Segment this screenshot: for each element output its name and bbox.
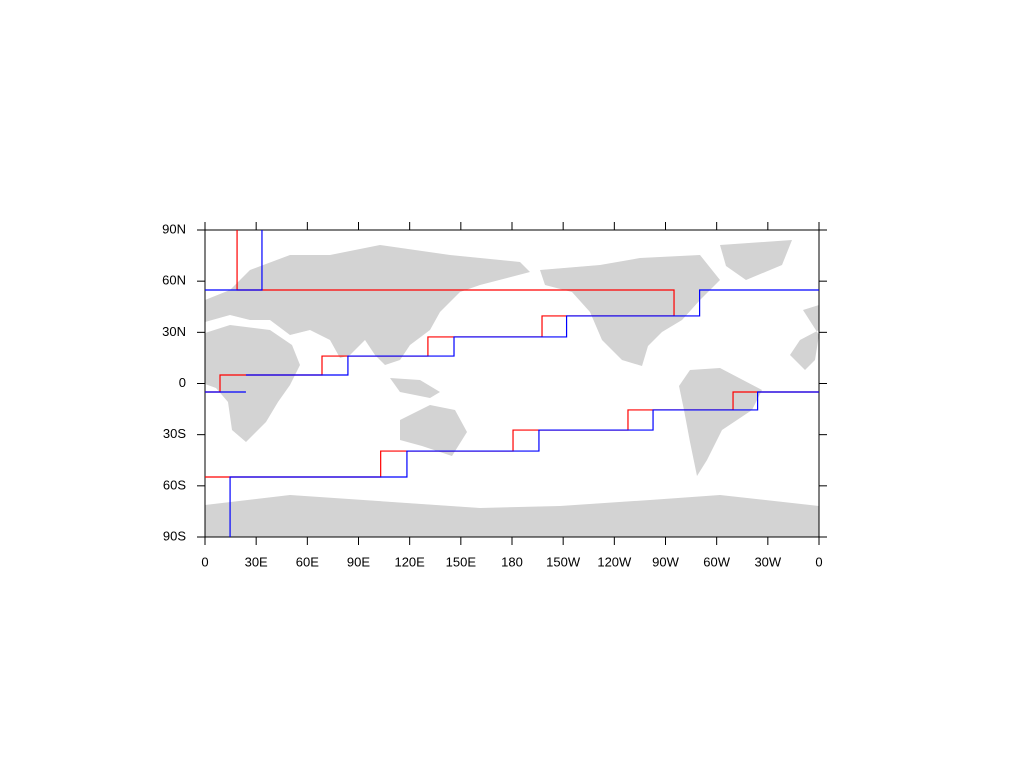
north-america: [540, 255, 720, 366]
x-tick-label: 30W: [754, 554, 781, 569]
region-boundary: [205, 230, 263, 291]
x-tick-label: 30E: [245, 554, 268, 569]
region-boundary: [205, 230, 675, 393]
y-tick-label: 60N: [162, 273, 186, 288]
region-boundary: [229, 391, 819, 537]
x-tick-label: 0: [815, 554, 822, 569]
y-tick-label: 30N: [162, 324, 186, 339]
x-tick-label: 0: [201, 554, 208, 569]
x-tick-label: 60E: [296, 554, 319, 569]
continents: [205, 240, 819, 537]
x-tick-label: 60W: [703, 554, 730, 569]
australia: [400, 405, 467, 456]
x-tick-label: 90E: [347, 554, 370, 569]
x-tick-label: 150E: [446, 554, 477, 569]
greenland: [720, 240, 792, 280]
eurasia: [205, 245, 530, 365]
region-boundary: [245, 289, 819, 376]
x-tick-label: 180: [501, 554, 523, 569]
south-america: [679, 368, 762, 476]
y-tick-label: 0: [179, 375, 186, 390]
x-tick-label: 90W: [652, 554, 679, 569]
antarctica: [205, 495, 819, 537]
x-tick-label: 120W: [597, 554, 632, 569]
africa: [205, 325, 300, 442]
x-tick-label: 120E: [394, 554, 425, 569]
x-tick-label: 150W: [546, 554, 581, 569]
y-tick-label: 60S: [163, 477, 186, 492]
europe-west: [790, 305, 819, 370]
y-tick-label: 30S: [163, 426, 186, 441]
y-tick-label: 90S: [163, 528, 186, 543]
y-tick-label: 90N: [162, 221, 186, 236]
maritime-continent: [390, 378, 440, 398]
